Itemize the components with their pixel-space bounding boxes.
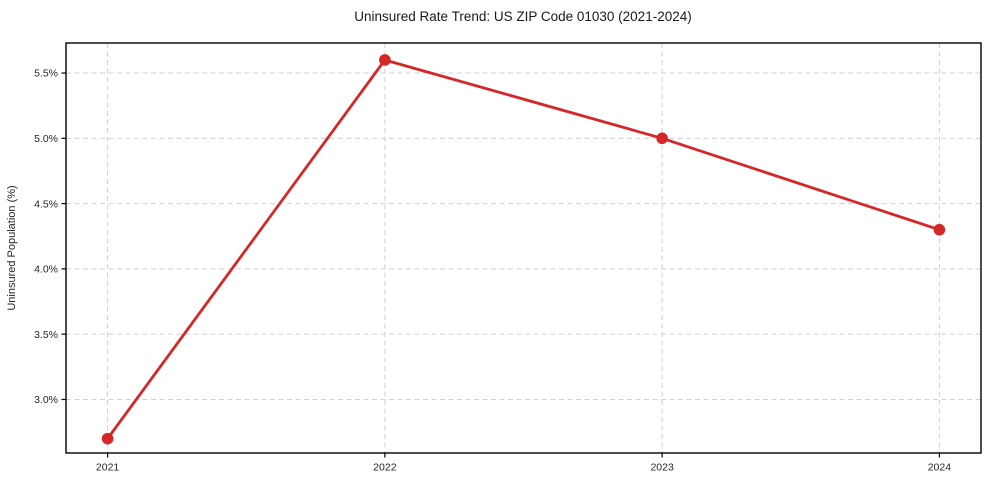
axis-ticks: 2021 2022 2023 2024 3.0% 3.5% 4.0% 4.5% 5.0% 5.5%	[34, 68, 951, 474]
y-tick-label: 5.0%	[34, 133, 58, 145]
gridlines	[66, 43, 981, 453]
y-tick-label: 4.0%	[34, 264, 58, 276]
x-tick-label: 2024	[928, 462, 952, 474]
y-tick-label: 3.0%	[34, 394, 58, 406]
data-point	[379, 54, 391, 66]
data-point	[101, 432, 114, 445]
x-tick-label: 2021	[96, 462, 120, 474]
trend-line	[106, 58, 941, 441]
y-tick-label: 5.5%	[34, 68, 58, 80]
y-tick-label: 4.5%	[34, 198, 58, 210]
x-tick-label: 2022	[373, 462, 397, 474]
data-point	[656, 132, 668, 145]
x-tick-label: 2023	[650, 462, 674, 474]
chart-title: Uninsured Rate Trend: US ZIP Code 01030 …	[354, 9, 691, 24]
y-axis-label: Uninsured Population (%)	[6, 185, 18, 310]
data-series	[101, 54, 946, 445]
plot-border	[65, 42, 982, 454]
y-tick-label: 3.5%	[34, 329, 58, 341]
data-point	[933, 223, 946, 236]
